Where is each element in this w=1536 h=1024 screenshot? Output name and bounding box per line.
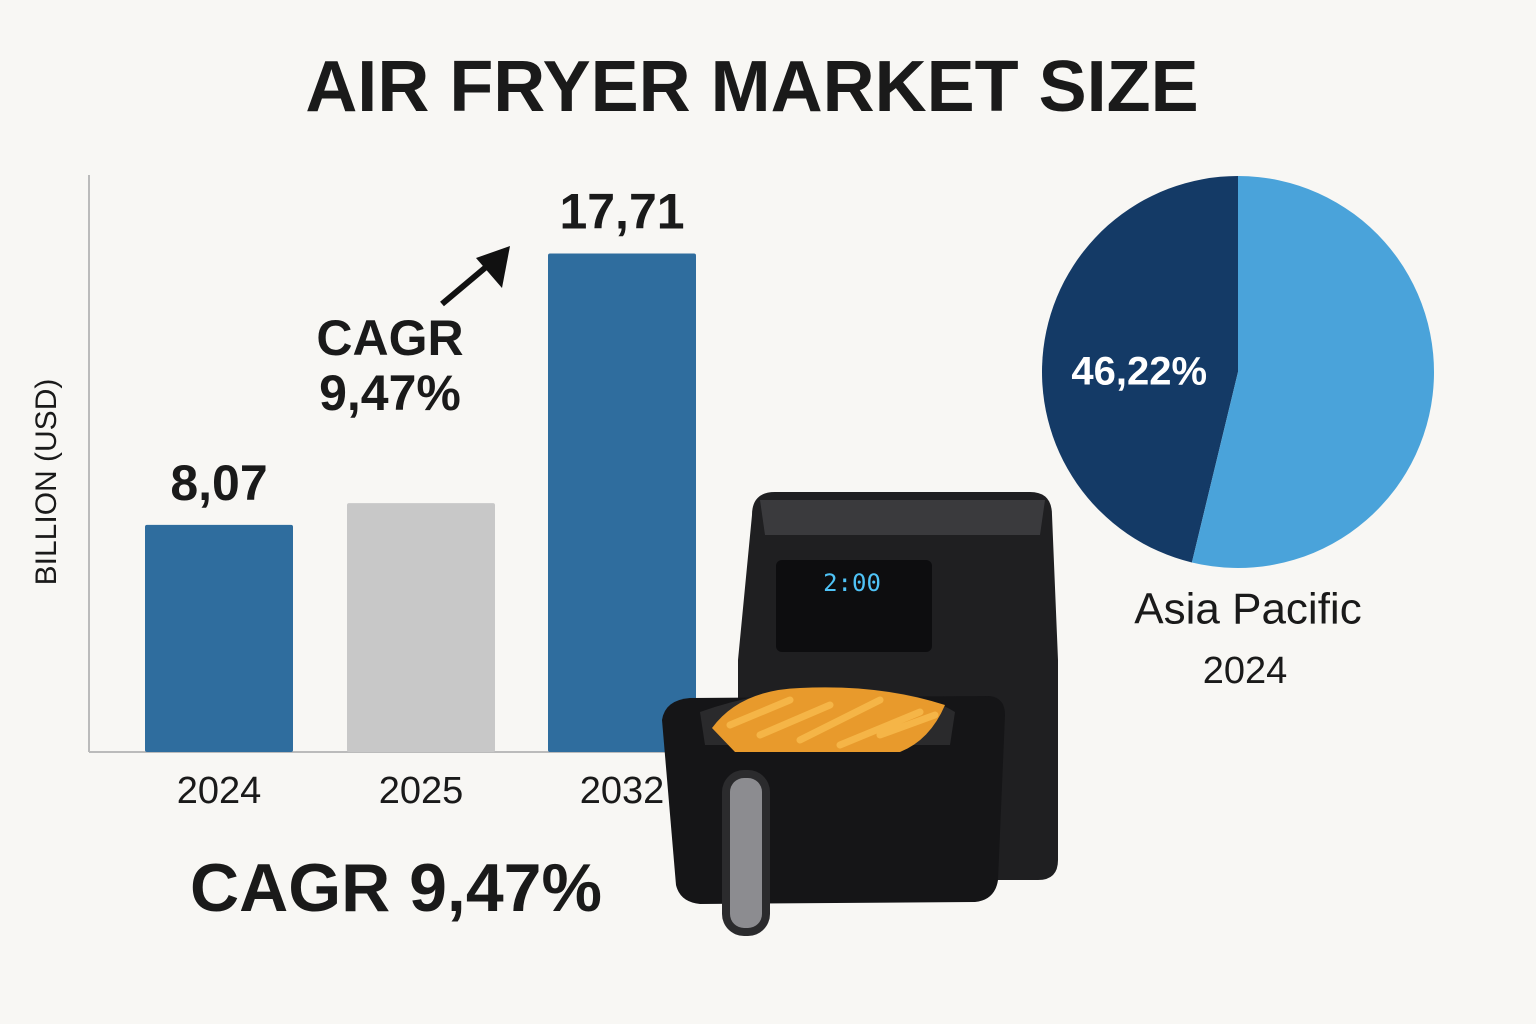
footer-cagr: CAGR 9,47%	[190, 850, 602, 926]
annotation-arrow	[440, 259, 494, 307]
y-axis-label: BILLION (USD)	[30, 379, 63, 586]
x-tick-label: 2032	[580, 770, 665, 812]
annotation-arrowhead	[476, 246, 510, 288]
bar-chart: BILLION (USD) 8,07 2024 2025 17,71 2032 CAGR9,…	[30, 175, 700, 812]
bar	[548, 253, 696, 752]
pie-chart: 46,22% Asia Pacific 2024	[1042, 176, 1435, 692]
cagr-annotation: 9,47%	[319, 365, 461, 421]
pie-subtitle: 2024	[1203, 650, 1288, 692]
bar	[145, 524, 293, 752]
air-fryer-illustration: 2:00	[662, 492, 1058, 936]
x-tick-label: 2024	[177, 770, 262, 812]
value-label: 17,71	[559, 184, 684, 240]
fryer-display: 2:00	[823, 569, 881, 597]
pie-slice	[1042, 176, 1238, 563]
value-label: 8,07	[170, 455, 267, 511]
bar	[347, 503, 495, 752]
title: AIR FRYER MARKET SIZE	[305, 47, 1198, 127]
slice-value-label: 46,22%	[1071, 350, 1207, 394]
x-tick-label: 2025	[379, 770, 464, 812]
cagr-annotation: CAGR	[316, 310, 463, 366]
pie-slice	[1191, 176, 1435, 568]
pie-label: Asia Pacific	[1134, 585, 1361, 634]
